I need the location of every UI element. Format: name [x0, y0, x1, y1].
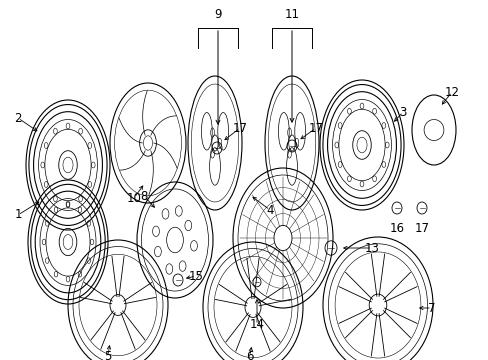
Text: 16: 16: [389, 221, 404, 234]
Text: 11: 11: [284, 9, 299, 22]
Text: 12: 12: [444, 85, 459, 99]
Text: 17: 17: [414, 221, 428, 234]
Text: 2: 2: [14, 112, 21, 125]
Text: 10: 10: [126, 192, 141, 204]
Text: 17: 17: [232, 122, 247, 135]
Text: 6: 6: [246, 350, 253, 360]
Text: 5: 5: [104, 350, 111, 360]
Text: 4: 4: [265, 203, 273, 216]
Text: 7: 7: [427, 302, 435, 315]
Text: 15: 15: [188, 270, 203, 283]
Text: 9: 9: [214, 9, 221, 22]
Text: 17: 17: [308, 122, 323, 135]
Text: 3: 3: [399, 105, 406, 118]
Text: 14: 14: [249, 319, 264, 332]
Text: 1: 1: [14, 208, 21, 221]
Text: 13: 13: [364, 242, 379, 255]
Text: 8: 8: [140, 189, 147, 202]
